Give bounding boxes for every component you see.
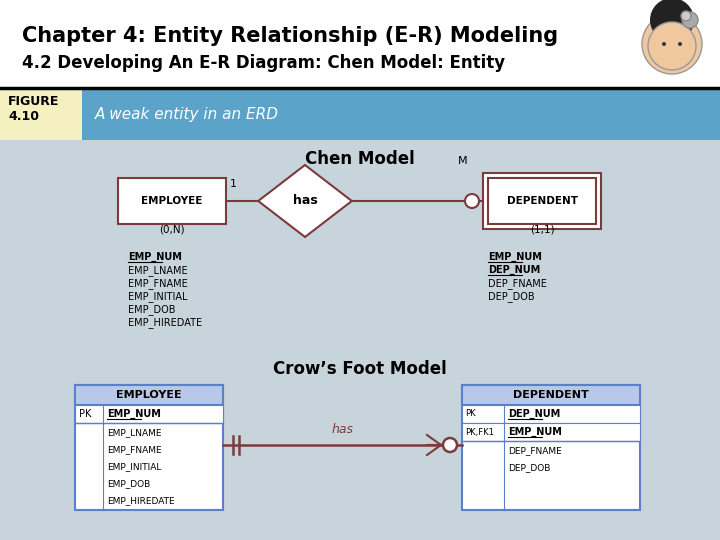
Text: EMP_INITIAL: EMP_INITIAL	[107, 462, 161, 471]
Bar	[462, 423, 640, 441]
Bar	[462, 405, 640, 423]
Text: DEPENDENT: DEPENDENT	[506, 196, 577, 206]
Text: DEPENDENT: DEPENDENT	[513, 390, 589, 400]
Text: PK: PK	[79, 409, 91, 419]
Text: PK: PK	[465, 409, 476, 418]
Text: Chen Model: Chen Model	[305, 150, 415, 168]
Text: EMPLOYEE: EMPLOYEE	[141, 196, 203, 206]
Text: EMP_NUM: EMP_NUM	[508, 427, 562, 437]
Text: EMP_NUM: EMP_NUM	[488, 252, 542, 262]
Text: EMP_DOB: EMP_DOB	[128, 304, 176, 315]
Circle shape	[662, 42, 666, 46]
Bar	[462, 385, 640, 405]
Text: EMP_NUM: EMP_NUM	[128, 252, 182, 262]
Text: EMP_HIREDATE: EMP_HIREDATE	[107, 496, 175, 505]
Bar	[0, 0, 720, 88]
Text: (0,N): (0,N)	[159, 224, 185, 234]
Circle shape	[465, 194, 479, 208]
Text: 4.2 Developing An E-R Diagram: Chen Model: Entity: 4.2 Developing An E-R Diagram: Chen Mode…	[22, 54, 505, 72]
Circle shape	[650, 0, 694, 42]
Text: (1,1): (1,1)	[530, 224, 554, 234]
Bar	[488, 178, 596, 224]
Text: DEP_NUM: DEP_NUM	[488, 265, 540, 275]
Text: A weak entity in an ERD: A weak entity in an ERD	[95, 107, 279, 123]
Text: Chapter 4: Entity Relationship (E-R) Modeling: Chapter 4: Entity Relationship (E-R) Mod…	[22, 26, 558, 46]
Text: EMP_INITIAL: EMP_INITIAL	[128, 291, 187, 302]
Text: EMP_LNAME: EMP_LNAME	[128, 265, 188, 276]
Circle shape	[681, 11, 691, 21]
Circle shape	[682, 12, 698, 28]
Text: EMP_LNAME: EMP_LNAME	[107, 428, 161, 437]
Bar	[75, 385, 223, 510]
Text: EMP_NUM: EMP_NUM	[107, 409, 161, 419]
Text: has: has	[331, 423, 354, 436]
Text: FIGURE
4.10: FIGURE 4.10	[8, 95, 59, 123]
Circle shape	[678, 42, 682, 46]
Bar	[483, 173, 601, 229]
Text: Crow’s Foot Model: Crow’s Foot Model	[273, 360, 447, 378]
Bar	[462, 385, 640, 510]
Text: EMP_FNAME: EMP_FNAME	[128, 278, 188, 289]
Bar	[0, 90, 82, 140]
Text: DEP_FNAME: DEP_FNAME	[508, 446, 562, 455]
Bar	[75, 385, 223, 405]
Text: has: has	[292, 194, 318, 207]
Bar	[118, 178, 226, 224]
Bar	[75, 405, 223, 423]
Text: DEP_FNAME: DEP_FNAME	[488, 278, 547, 289]
Text: 1: 1	[230, 179, 237, 189]
Text: EMP_FNAME: EMP_FNAME	[107, 445, 161, 454]
Text: EMP_HIREDATE: EMP_HIREDATE	[128, 317, 202, 328]
Text: PK,FK1: PK,FK1	[465, 428, 494, 436]
Text: M: M	[458, 156, 467, 166]
Circle shape	[648, 22, 696, 70]
Text: EMPLOYEE: EMPLOYEE	[116, 390, 182, 400]
Bar	[82, 90, 720, 140]
Text: DEP_NUM: DEP_NUM	[508, 409, 560, 419]
Text: DEP_DOB: DEP_DOB	[508, 463, 550, 472]
Text: DEP_DOB: DEP_DOB	[488, 291, 535, 302]
Polygon shape	[258, 165, 352, 237]
Circle shape	[642, 14, 702, 74]
Bar	[0, 140, 720, 540]
Circle shape	[443, 438, 457, 452]
Text: EMP_DOB: EMP_DOB	[107, 479, 150, 488]
